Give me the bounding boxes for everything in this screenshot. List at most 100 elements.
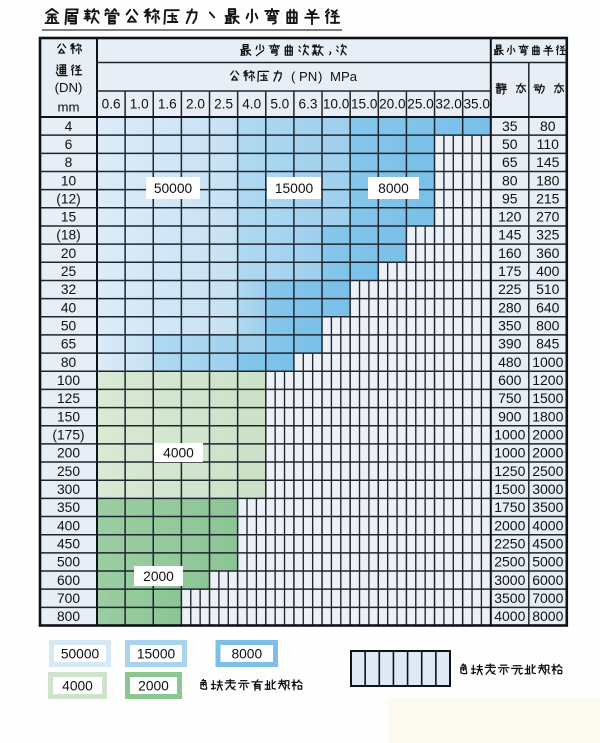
svg-text:5.0: 5.0 [270,97,289,112]
svg-text:32: 32 [61,282,76,297]
svg-text:160: 160 [498,245,522,261]
svg-text:360: 360 [536,245,560,261]
svg-text:20: 20 [61,246,77,261]
svg-text:750: 750 [498,390,522,406]
svg-text:4.0: 4.0 [242,97,261,112]
svg-text:480: 480 [498,354,522,370]
svg-text:250: 250 [57,464,80,479]
svg-text:32.0: 32.0 [435,97,462,112]
svg-text:1750: 1750 [494,499,525,515]
svg-text:215: 215 [536,190,560,206]
svg-text:270: 270 [536,209,560,225]
svg-text:(12): (12) [56,191,81,206]
svg-text:6: 6 [65,137,73,152]
svg-text:400: 400 [536,263,560,279]
svg-text:2250: 2250 [494,536,525,552]
svg-text:640: 640 [536,299,560,315]
svg-text:20.0: 20.0 [379,97,406,112]
svg-text:800: 800 [536,318,560,334]
svg-text:(18): (18) [56,228,81,243]
svg-text:35.0: 35.0 [463,97,490,112]
svg-text:600: 600 [57,573,80,588]
svg-text:4000: 4000 [62,679,93,694]
svg-text:3000: 3000 [532,481,563,497]
svg-text:2500: 2500 [532,463,563,479]
svg-text:390: 390 [498,336,522,352]
svg-text:8000: 8000 [532,608,563,624]
svg-text:4500: 4500 [532,536,563,552]
svg-text:10: 10 [61,173,77,188]
svg-text:4000: 4000 [163,446,194,461]
svg-text:4: 4 [65,119,73,134]
svg-text:65: 65 [502,154,518,170]
svg-text:1.0: 1.0 [130,97,149,112]
svg-text:120: 120 [498,209,522,225]
svg-text:1500: 1500 [532,390,563,406]
svg-text:80: 80 [61,355,77,370]
svg-text:2.5: 2.5 [214,97,233,112]
svg-text:800: 800 [57,609,80,624]
svg-text:35: 35 [502,118,518,134]
svg-text:95: 95 [502,190,518,206]
svg-text:3500: 3500 [494,590,525,606]
svg-text:50: 50 [502,136,518,152]
svg-text:MPa: MPa [330,69,358,84]
svg-text:225: 225 [498,281,522,297]
svg-text:400: 400 [57,518,80,533]
svg-text:80: 80 [540,118,556,134]
svg-text:1000: 1000 [494,445,525,461]
svg-text:700: 700 [57,591,80,606]
svg-text:15: 15 [61,210,77,225]
svg-text:3000: 3000 [494,572,525,588]
svg-text:325: 325 [536,227,560,243]
svg-text:100: 100 [57,373,80,388]
svg-text:180: 180 [536,172,560,188]
svg-text:2.0: 2.0 [186,97,205,112]
svg-text:1000: 1000 [494,427,525,443]
svg-text:40: 40 [61,300,77,315]
svg-text:300: 300 [57,482,80,497]
svg-text:): ) [318,69,322,84]
svg-text:50: 50 [61,319,77,334]
svg-text:15.0: 15.0 [351,97,378,112]
svg-text:4000: 4000 [494,608,525,624]
svg-text:450: 450 [57,537,80,552]
svg-text:PN: PN [299,69,317,84]
svg-text:6000: 6000 [532,572,563,588]
svg-text:15000: 15000 [275,181,314,196]
svg-text:2000: 2000 [138,679,169,694]
svg-text:4000: 4000 [532,517,563,533]
svg-text:7000: 7000 [532,590,563,606]
svg-text:1800: 1800 [532,408,563,424]
svg-text:500: 500 [57,555,80,570]
svg-text:10.0: 10.0 [323,97,350,112]
svg-text:175: 175 [498,263,522,279]
svg-text:(175): (175) [52,428,84,443]
svg-text:350: 350 [57,500,80,515]
svg-text:65: 65 [61,337,77,352]
svg-text:2000: 2000 [494,517,525,533]
svg-text:2000: 2000 [532,445,563,461]
svg-text:125: 125 [57,391,80,406]
svg-text:150: 150 [57,409,80,424]
svg-text:25: 25 [61,264,77,279]
svg-text:110: 110 [537,136,560,152]
svg-text:510: 510 [536,281,560,297]
svg-text:1250: 1250 [494,463,525,479]
svg-text:145: 145 [498,227,522,243]
svg-text:8: 8 [65,155,73,170]
svg-text:mm: mm [58,100,80,115]
svg-text:1000: 1000 [532,354,563,370]
svg-text:(DN): (DN) [55,80,83,95]
svg-text:900: 900 [498,408,522,424]
svg-text:(: ( [291,69,296,84]
svg-text:2000: 2000 [143,569,174,584]
svg-text:1.6: 1.6 [158,97,177,112]
svg-text:3500: 3500 [532,499,563,515]
svg-text:2000: 2000 [532,427,563,443]
svg-text:0.6: 0.6 [102,97,121,112]
svg-text:6.3: 6.3 [299,97,318,112]
svg-text:1200: 1200 [532,372,563,388]
svg-text:80: 80 [502,172,518,188]
svg-text:5000: 5000 [532,554,563,570]
